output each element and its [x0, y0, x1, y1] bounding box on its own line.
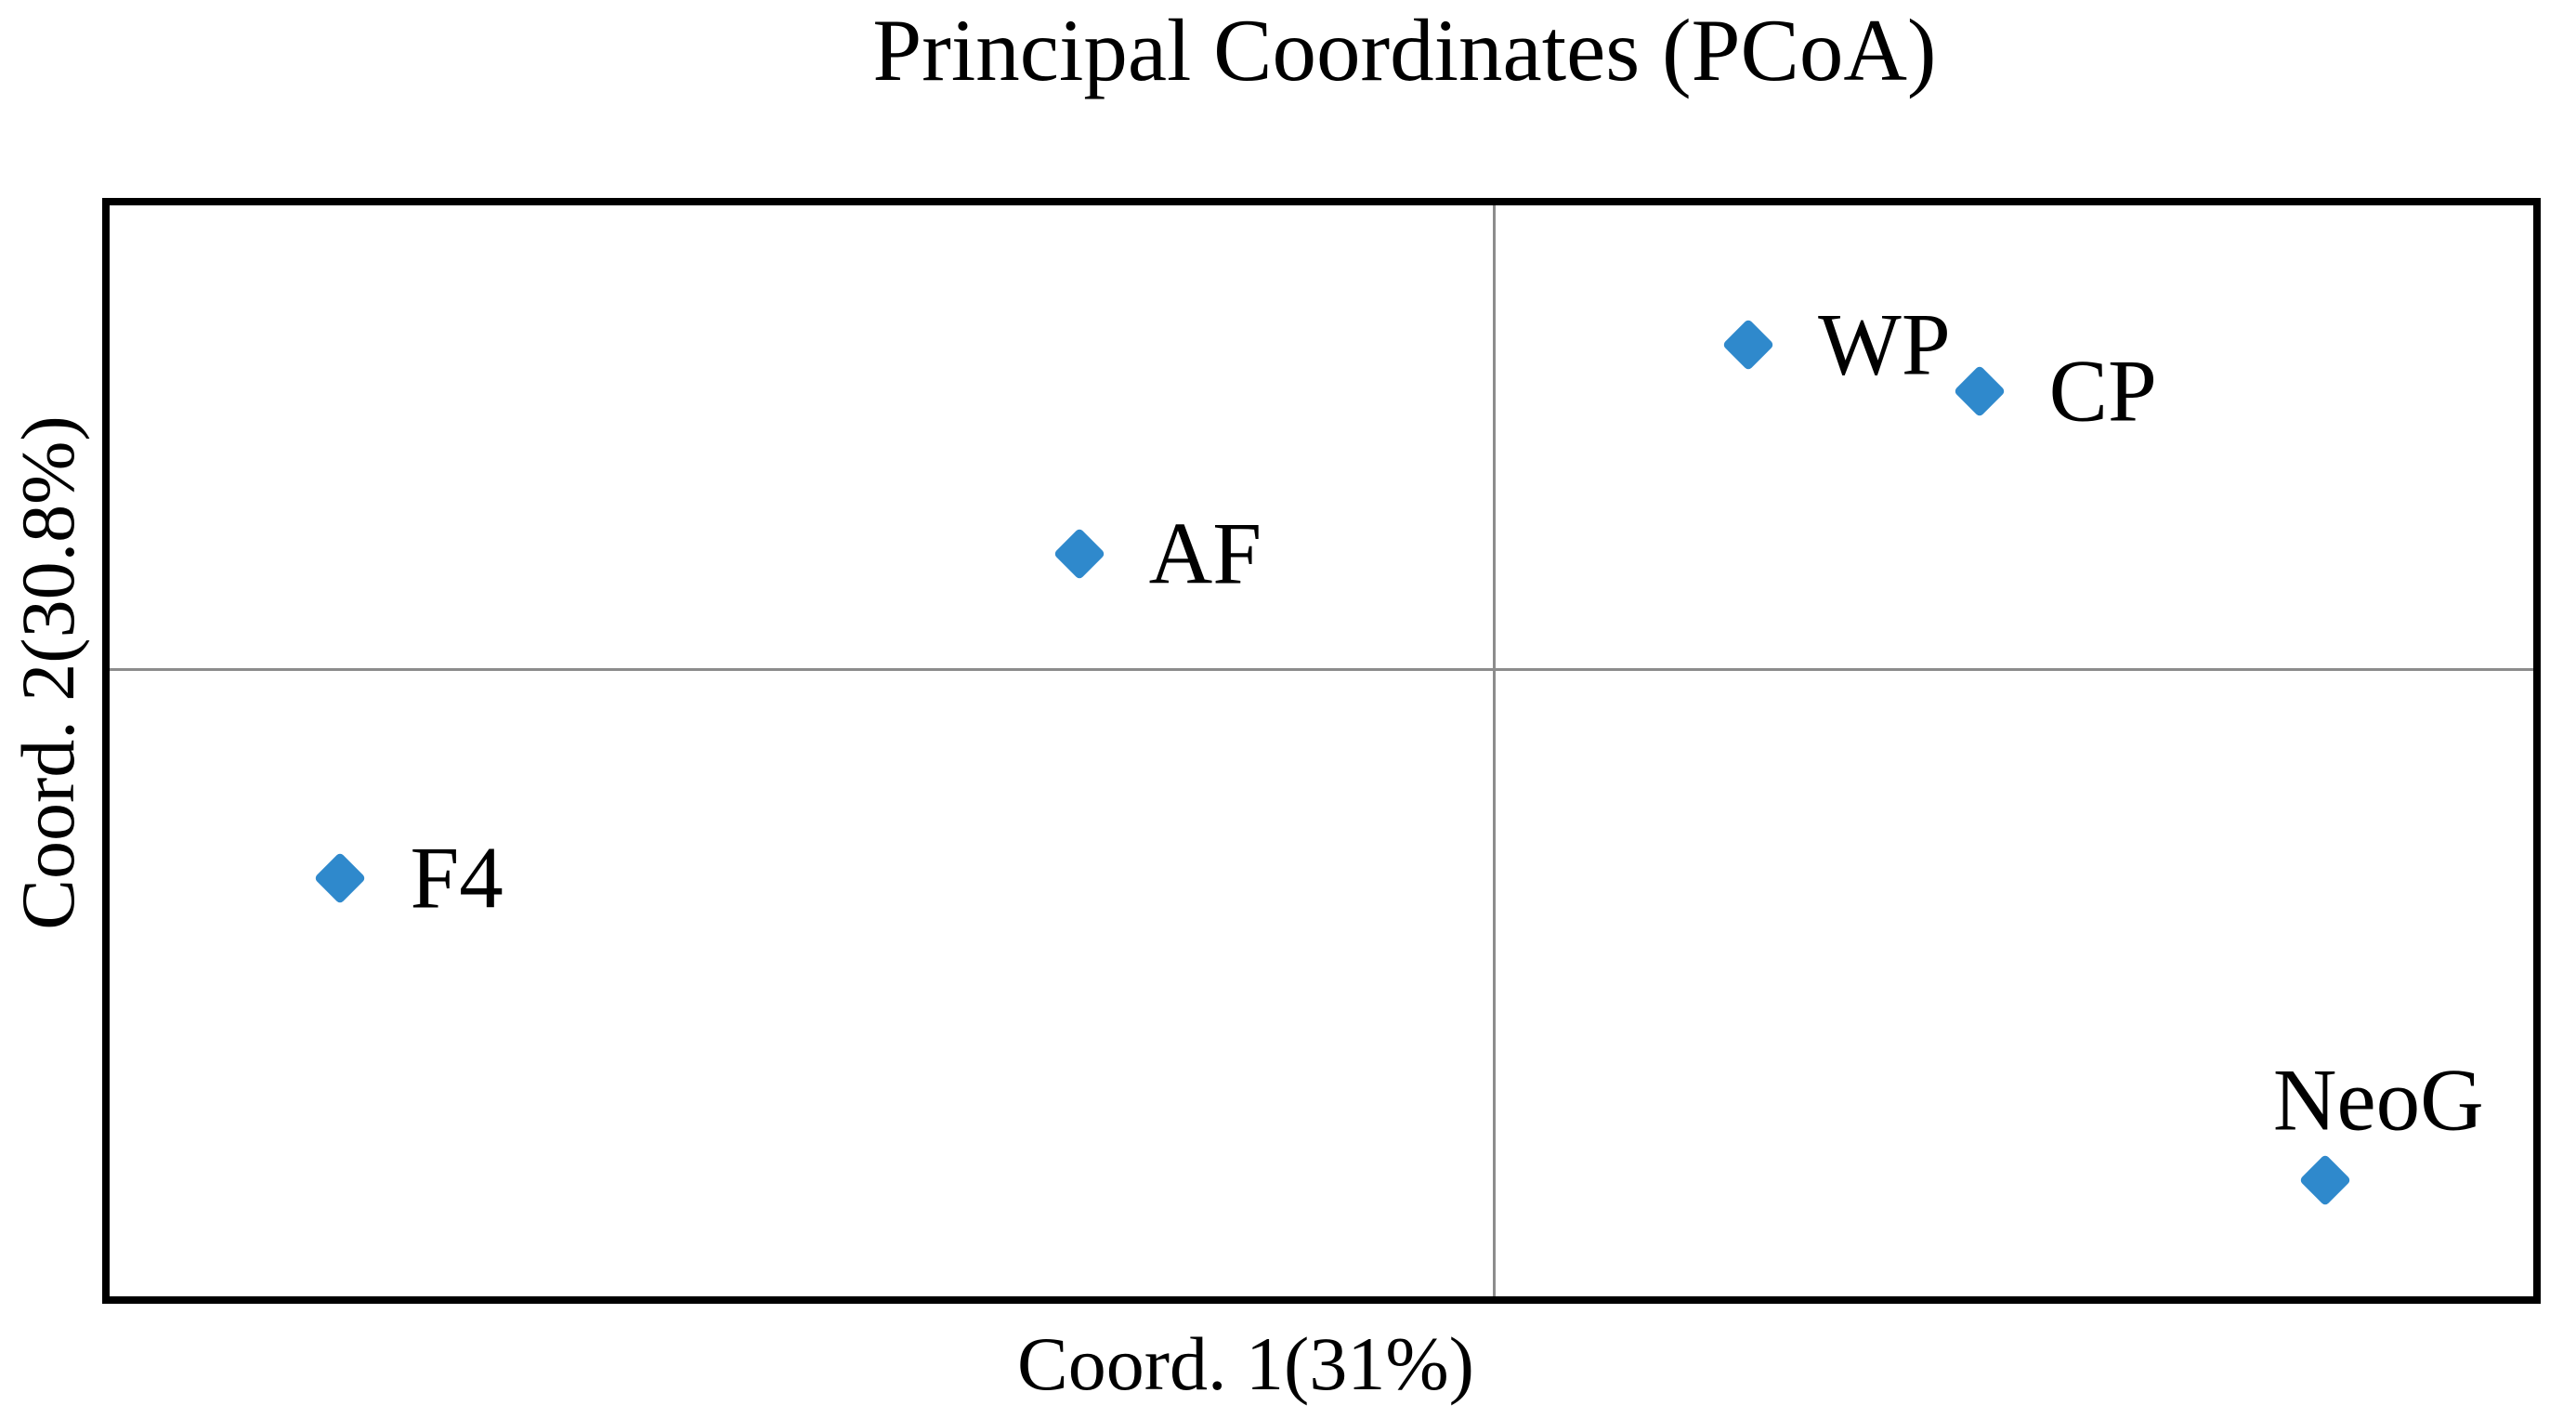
plot-points-layer: WP CP AF F4 NeoG: [110, 205, 2533, 1296]
x-axis-label: Coord. 1(31%): [1017, 1321, 1474, 1406]
data-point-diamond: [1953, 364, 2006, 418]
data-point-label: CP: [2048, 341, 2157, 440]
data-point-diamond: [314, 852, 367, 905]
plot-area: [102, 198, 2541, 1304]
y-axis-label: Coord. 2(30.8%): [6, 415, 90, 930]
data-point-label: NeoG: [2272, 1050, 2484, 1150]
y-zero-axis-line: [110, 668, 2533, 672]
data-point-label: AF: [1148, 504, 1262, 603]
chart-title: Principal Coordinates (PCoA): [872, 1, 1937, 99]
data-point-diamond: [1721, 318, 1775, 372]
x-zero-axis-line: [1493, 205, 1497, 1296]
data-point-diamond: [2299, 1153, 2352, 1207]
data-point-label: F4: [410, 828, 503, 927]
data-point-label: WP: [1818, 295, 1951, 394]
data-point-diamond: [1053, 527, 1105, 580]
